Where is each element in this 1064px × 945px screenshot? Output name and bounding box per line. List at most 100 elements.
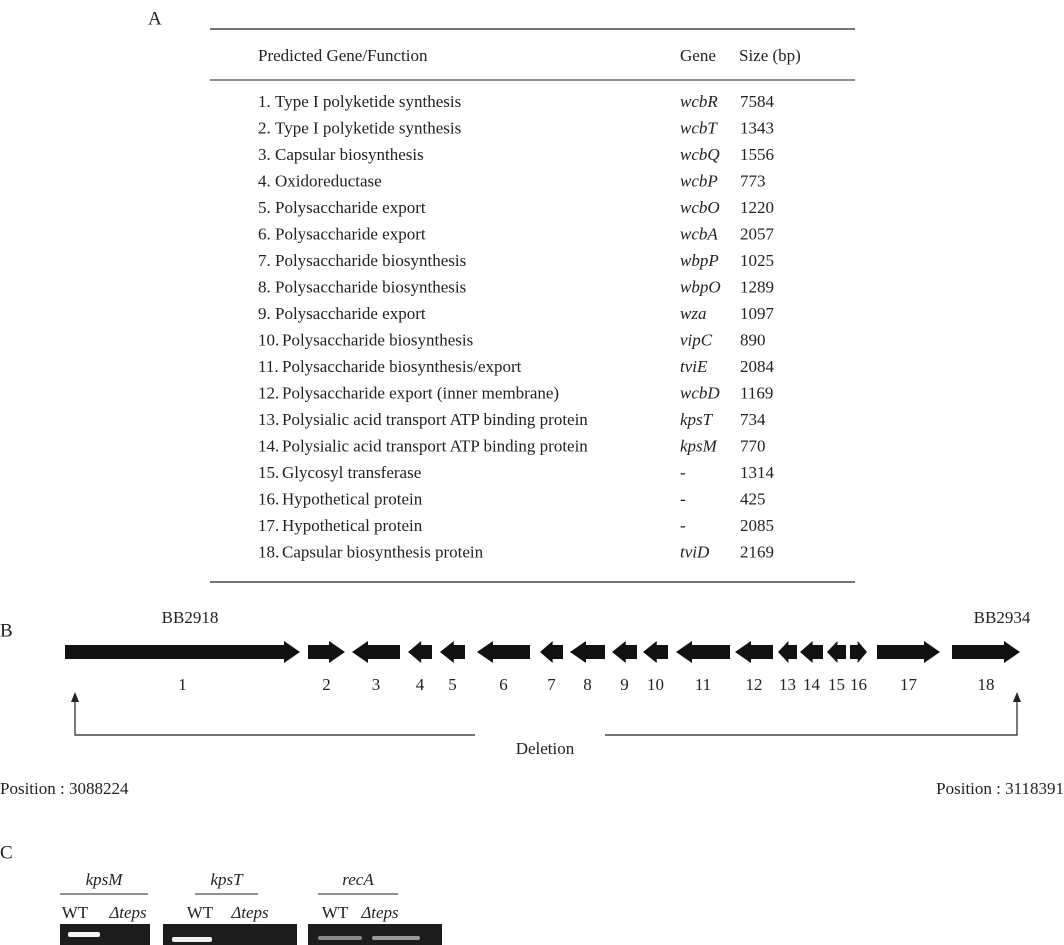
row-size: 773 — [740, 171, 766, 190]
gene-arrow — [308, 641, 345, 663]
row-function: Hypothetical protein — [282, 516, 423, 535]
row-gene: wcbT — [680, 118, 718, 137]
row-number: 1. — [258, 92, 271, 111]
row-number: 6. — [258, 224, 271, 243]
panel-label: A — [148, 8, 162, 29]
row-gene: - — [680, 516, 686, 535]
gene-arrow — [735, 641, 773, 663]
locus-label: BB2934 — [974, 608, 1031, 627]
row-number: 11. — [258, 357, 279, 376]
row-size: 1097 — [740, 304, 775, 323]
gene-arrow — [408, 641, 432, 663]
gene-number: 1 — [178, 675, 187, 694]
gene-number: 14 — [803, 675, 821, 694]
panel-label: C — [0, 842, 13, 863]
gene-number: 10 — [647, 675, 664, 694]
row-number: 4. — [258, 171, 271, 190]
row-size: 2084 — [740, 357, 775, 376]
row-function: Polysaccharide export — [275, 304, 426, 323]
row-gene: wcbD — [680, 383, 720, 402]
row-number: 17. — [258, 516, 279, 535]
row-gene: wcbA — [680, 224, 718, 243]
row-function: Polysaccharide biosynthesis/export — [282, 357, 522, 376]
row-size: 1289 — [740, 277, 774, 296]
row-gene: tviD — [680, 542, 710, 561]
header: Size (bp) — [739, 46, 801, 65]
gene-arrow — [540, 641, 563, 663]
row-number: 10. — [258, 330, 279, 349]
gene-arrow — [800, 641, 823, 663]
gene-arrow — [827, 641, 846, 663]
row-number: 15. — [258, 463, 279, 482]
gel-gene: recA — [342, 870, 374, 889]
gel-gene: kpsT — [210, 870, 244, 889]
gene-arrow — [952, 641, 1020, 663]
gene-arrow — [440, 641, 465, 663]
row-gene: - — [680, 489, 686, 508]
gene-arrow — [65, 641, 300, 663]
gene-number: 3 — [372, 675, 381, 694]
row-number: 3. — [258, 145, 271, 164]
row-gene: wcbQ — [680, 145, 720, 164]
gene-arrow — [352, 641, 400, 663]
row-function: Polysialic acid transport ATP binding pr… — [282, 436, 588, 455]
row-gene: wbpP — [680, 251, 719, 270]
row-size: 2085 — [740, 516, 774, 535]
panel-label: B — [0, 620, 13, 641]
gene-arrow — [643, 641, 668, 663]
row-function: Polysialic acid transport ATP binding pr… — [282, 410, 588, 429]
row-number: 2. — [258, 118, 271, 137]
row-size: 7584 — [740, 92, 775, 111]
arrowheads — [71, 692, 1021, 702]
row-size: 1025 — [740, 251, 774, 270]
figure: A Predicted Gene/Function Gene Size (bp)… — [0, 0, 1064, 945]
row-function: Polysaccharide biosynthesis — [275, 251, 466, 270]
row-number: 5. — [258, 198, 271, 217]
gene-number: 12 — [746, 675, 763, 694]
row-size: 2169 — [740, 542, 774, 561]
row-gene: kpsT — [680, 410, 714, 429]
gene-number: 9 — [620, 675, 629, 694]
row-function: Capsular biosynthesis — [275, 145, 424, 164]
gene-number: 5 — [448, 675, 457, 694]
row-function: Polysaccharide export (inner membrane) — [282, 383, 559, 402]
gel-images — [60, 924, 442, 945]
gene-number: 13 — [779, 675, 796, 694]
row-function: Hypothetical protein — [282, 489, 423, 508]
row-function: Polysaccharide export — [275, 224, 426, 243]
gene-number: 18 — [978, 675, 995, 694]
lane-label: WT — [62, 903, 89, 922]
locus-label: BB2918 — [162, 608, 219, 627]
deletion-bracket — [75, 700, 1017, 735]
gene-arrow — [850, 641, 867, 663]
header: Predicted Gene/Function — [258, 46, 428, 65]
row-function: Polysaccharide biosynthesis — [275, 277, 466, 296]
lane-label: WT — [187, 903, 214, 922]
row-gene: wcbR — [680, 92, 718, 111]
row-size: 890 — [740, 330, 766, 349]
row-gene: wza — [680, 304, 706, 323]
row-gene: wcbO — [680, 198, 720, 217]
lane-label: Δteps — [360, 903, 399, 922]
row-function: Glycosyl transferase — [282, 463, 421, 482]
row-size: 770 — [740, 436, 766, 455]
row-size: 1314 — [740, 463, 775, 482]
gene-number: 15 — [828, 675, 845, 694]
gene-number: 2 — [322, 675, 331, 694]
row-function: Type I polyketide synthesis — [275, 118, 461, 137]
gene-number: 6 — [499, 675, 508, 694]
header: Gene — [680, 46, 716, 65]
row-size: 1220 — [740, 198, 774, 217]
row-size: 425 — [740, 489, 766, 508]
row-gene: tviE — [680, 357, 708, 376]
gene-number: 4 — [416, 675, 425, 694]
row-size: 1169 — [740, 383, 773, 402]
row-gene: wcbP — [680, 171, 718, 190]
gene-number: 17 — [900, 675, 918, 694]
row-number: 18. — [258, 542, 279, 561]
row-function: Type I polyketide synthesis — [275, 92, 461, 111]
position-label: Position : 3088224 — [0, 779, 129, 798]
lane-label: Δteps — [108, 903, 147, 922]
row-size: 1556 — [740, 145, 774, 164]
row-size: 2057 — [740, 224, 775, 243]
